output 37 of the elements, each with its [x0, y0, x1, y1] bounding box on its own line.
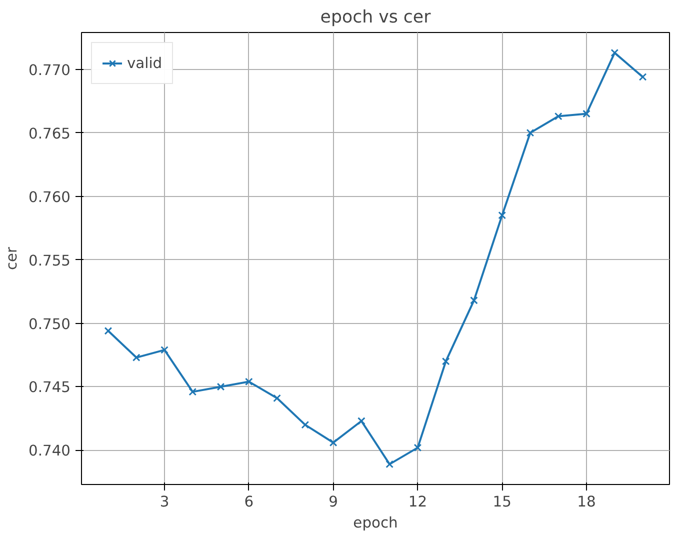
point — [216, 382, 225, 391]
y-tick-label: 0.765 — [28, 125, 71, 142]
x-tick-label: 6 — [244, 494, 254, 510]
y-tick-label: 0.755 — [28, 252, 71, 270]
point — [526, 128, 534, 137]
point — [442, 357, 450, 366]
point — [244, 378, 253, 386]
point — [498, 211, 506, 220]
x-tick-label: 15 — [492, 494, 512, 510]
point — [104, 326, 112, 335]
x-tick-label: 18 — [577, 494, 596, 510]
x-axis-title: epoch — [353, 514, 398, 532]
chart-title: epoch vs cer — [320, 8, 432, 28]
point — [301, 420, 310, 429]
x-tick-label: 3 — [160, 494, 170, 510]
y-tick-label: 0.770 — [28, 62, 71, 79]
point — [386, 460, 394, 468]
point — [273, 394, 281, 402]
point — [132, 354, 140, 362]
point — [358, 417, 366, 425]
point — [329, 438, 338, 447]
x-tick-label: 9 — [328, 494, 338, 510]
y-tick-label: 0.745 — [28, 379, 71, 396]
y-tick-label: 0.740 — [28, 442, 71, 460]
point — [414, 444, 422, 452]
y-tick-label: 0.760 — [28, 188, 71, 206]
point — [470, 296, 478, 304]
point — [610, 48, 619, 57]
y-axis-title: cer — [4, 246, 21, 270]
point — [582, 110, 590, 118]
legend-label: valid — [127, 54, 162, 72]
point — [638, 73, 647, 81]
point — [188, 388, 197, 396]
point — [160, 346, 168, 354]
point — [554, 112, 562, 120]
y-tick-label: 0.750 — [28, 316, 71, 333]
x-tick-label: 12 — [408, 494, 428, 510]
